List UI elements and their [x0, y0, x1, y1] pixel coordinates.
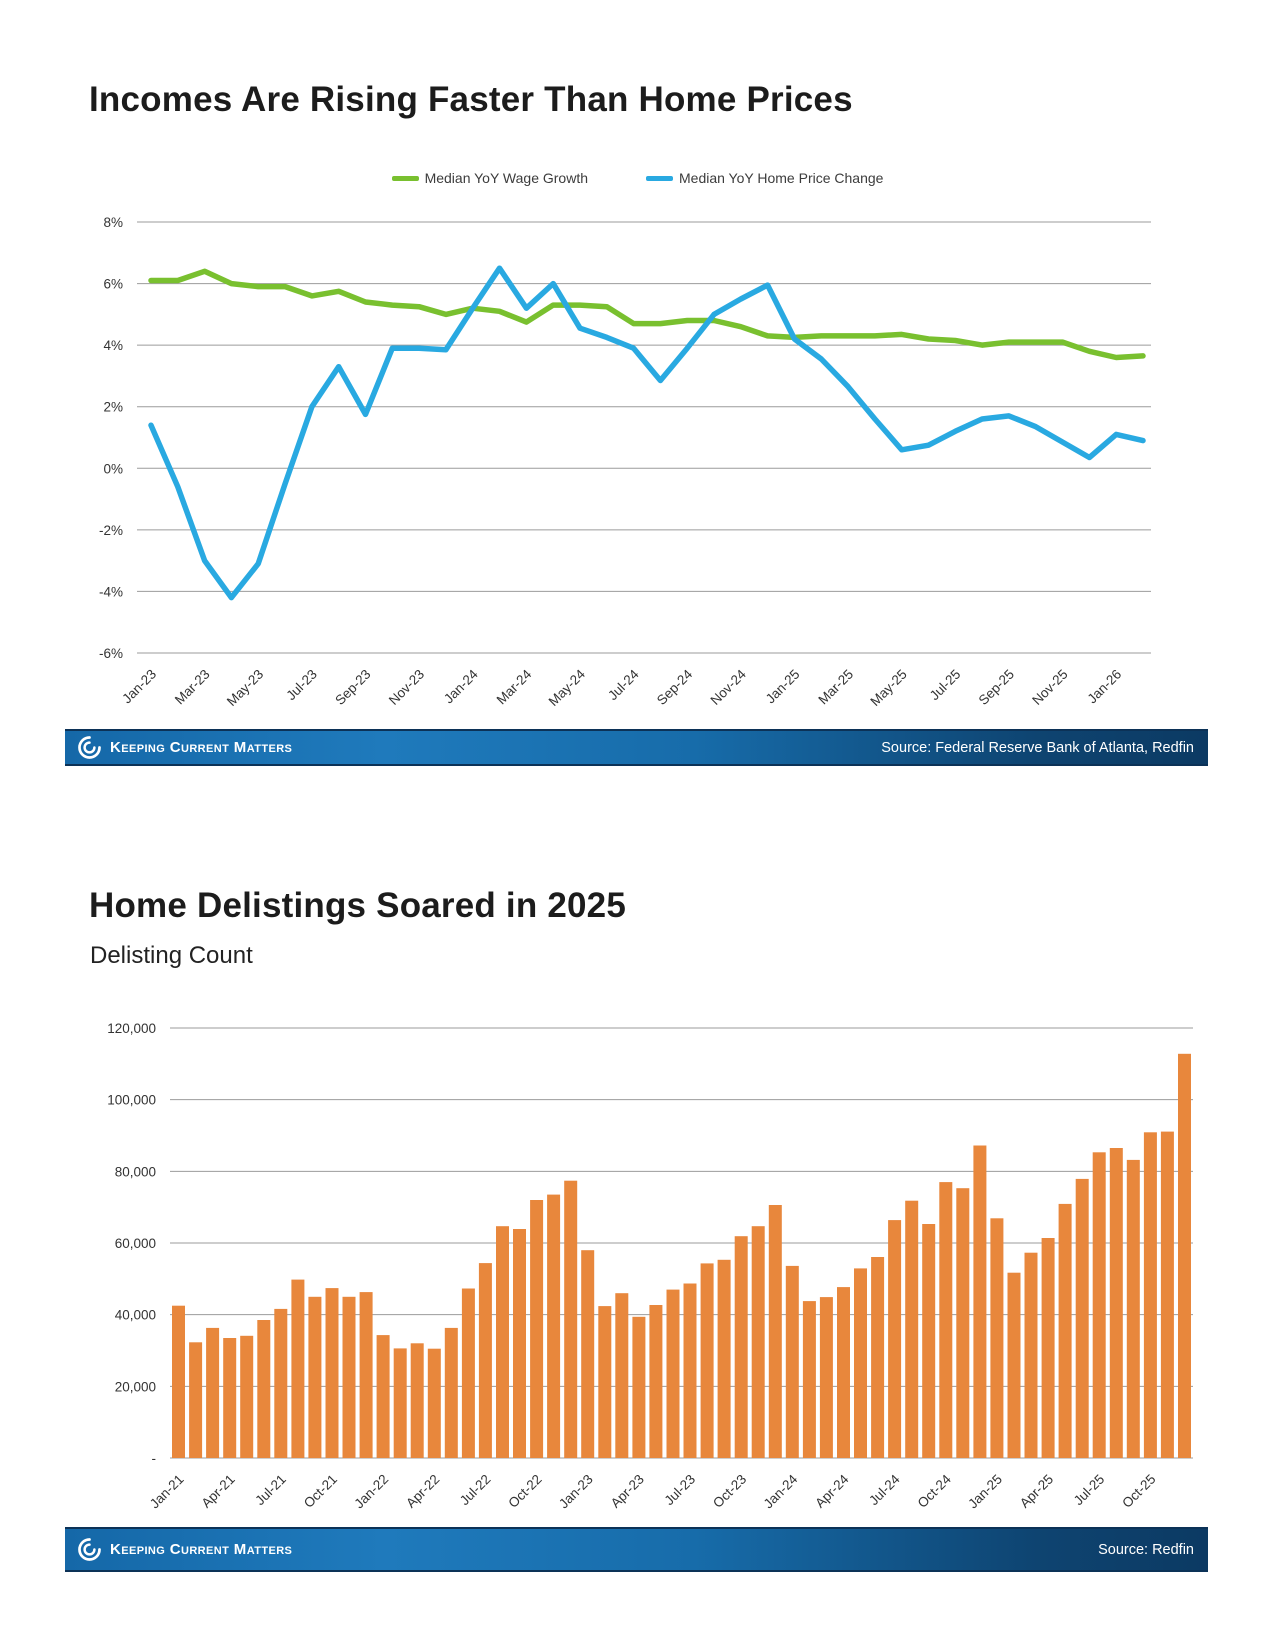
svg-text:Jan-23: Jan-23 — [119, 667, 159, 707]
svg-text:40,000: 40,000 — [115, 1308, 156, 1323]
svg-text:6%: 6% — [103, 277, 123, 292]
svg-text:-6%: -6% — [99, 646, 123, 661]
svg-text:80,000: 80,000 — [115, 1164, 156, 1179]
line-chart-source: Source: Federal Reserve Bank of Atlanta,… — [881, 739, 1194, 756]
svg-text:120,000: 120,000 — [107, 1021, 156, 1036]
svg-text:Jul-23: Jul-23 — [662, 1472, 699, 1509]
top-footer-bar: Keeping Current Matters Source: Federal … — [65, 729, 1208, 766]
brand-lockup: Keeping Current Matters — [77, 735, 292, 760]
svg-text:Jan-24: Jan-24 — [761, 1471, 801, 1511]
line-chart-legend: Median YoY Wage Growth Median YoY Home P… — [65, 170, 1210, 186]
svg-text:Jan-21: Jan-21 — [147, 1472, 187, 1512]
kcm-logo-icon — [78, 1538, 101, 1561]
bar-chart-source: Source: Redfin — [1098, 1541, 1194, 1558]
svg-text:60,000: 60,000 — [115, 1236, 156, 1251]
brand-name: Keeping Current Matters — [110, 739, 293, 756]
svg-text:Oct-21: Oct-21 — [301, 1472, 340, 1511]
svg-text:Sep-24: Sep-24 — [654, 666, 696, 708]
svg-text:Mar-23: Mar-23 — [172, 667, 213, 708]
svg-text:Apr-25: Apr-25 — [1017, 1472, 1056, 1511]
wage-growth-swatch-icon — [391, 175, 419, 181]
svg-text:Jan-26: Jan-26 — [1085, 667, 1125, 707]
kcm-logo-icon — [78, 736, 101, 759]
svg-text:8%: 8% — [103, 215, 123, 230]
svg-text:4%: 4% — [103, 338, 123, 353]
svg-text:Jan-25: Jan-25 — [965, 1472, 1005, 1512]
legend-item-home-price: Median YoY Home Price Change — [646, 170, 883, 186]
legend-item-wage-growth: Median YoY Wage Growth — [391, 170, 588, 186]
svg-text:Sep-23: Sep-23 — [332, 667, 373, 708]
legend-label-wage-growth: Median YoY Wage Growth — [424, 170, 588, 186]
svg-text:Jul-25: Jul-25 — [927, 667, 964, 704]
delistings-bar-chart: 120,000 100,000 80,000 60,000 40,000 20,000 - J… — [107, 1021, 1193, 1512]
svg-text:20,000: 20,000 — [115, 1379, 156, 1394]
svg-text:Oct-22: Oct-22 — [505, 1472, 544, 1511]
svg-text:Mar-25: Mar-25 — [815, 667, 856, 708]
svg-text:Jan-23: Jan-23 — [556, 1472, 596, 1512]
svg-text:Oct-23: Oct-23 — [710, 1472, 749, 1511]
svg-text:Apr-24: Apr-24 — [812, 1471, 852, 1511]
home-price-swatch-icon — [646, 175, 673, 181]
svg-text:Jan-24: Jan-24 — [441, 666, 481, 706]
svg-text:May-23: May-23 — [224, 667, 266, 709]
brand-lockup: Keeping Current Matters — [77, 1537, 292, 1562]
svg-text:Apr-22: Apr-22 — [403, 1472, 442, 1511]
svg-text:Jul-21: Jul-21 — [252, 1472, 289, 1509]
wage-vs-home-price-line-chart: 8% 6% 4% 2% 0% -2% -4% -6% Jan-23 Mar-23 May-23 Jul… — [99, 215, 1151, 709]
bar-chart-subtitle: Delisting Count — [90, 942, 253, 969]
svg-text:Jul-23: Jul-23 — [283, 667, 320, 704]
legend-label-home-price: Median YoY Home Price Change — [679, 170, 884, 186]
svg-text:Nov-23: Nov-23 — [386, 667, 427, 708]
svg-text:-2%: -2% — [99, 523, 123, 538]
svg-text:-4%: -4% — [99, 584, 123, 599]
svg-text:Nov-25: Nov-25 — [1029, 667, 1070, 708]
svg-text:Sep-25: Sep-25 — [976, 667, 1017, 708]
svg-text:Apr-21: Apr-21 — [199, 1472, 238, 1511]
svg-text:Apr-23: Apr-23 — [608, 1472, 647, 1511]
svg-text:Jul-22: Jul-22 — [457, 1472, 494, 1509]
brand-name: Keeping Current Matters — [110, 1541, 293, 1558]
bar-chart-title: Home Delistings Soared in 2025 — [89, 886, 627, 925]
svg-text:Jul-24: Jul-24 — [605, 666, 642, 703]
svg-text:May-24: May-24 — [546, 666, 589, 709]
svg-text:Jul-24: Jul-24 — [866, 1471, 903, 1508]
svg-text:May-25: May-25 — [867, 667, 909, 709]
svg-text:Jul-25: Jul-25 — [1071, 1472, 1108, 1509]
svg-text:Jan-22: Jan-22 — [351, 1472, 391, 1512]
svg-text:Oct-24: Oct-24 — [915, 1471, 955, 1511]
svg-text:-: - — [152, 1451, 157, 1466]
line-chart-title: Incomes Are Rising Faster Than Home Pric… — [89, 80, 853, 119]
svg-text:100,000: 100,000 — [107, 1093, 156, 1108]
bottom-footer-bar: Keeping Current Matters Source: Redfin — [65, 1527, 1208, 1572]
svg-text:2%: 2% — [103, 400, 123, 415]
svg-text:Nov-24: Nov-24 — [708, 666, 750, 708]
svg-text:Mar-24: Mar-24 — [494, 666, 535, 707]
svg-text:Jan-25: Jan-25 — [763, 667, 803, 707]
svg-text:0%: 0% — [103, 461, 123, 476]
svg-text:Oct-25: Oct-25 — [1119, 1472, 1158, 1511]
